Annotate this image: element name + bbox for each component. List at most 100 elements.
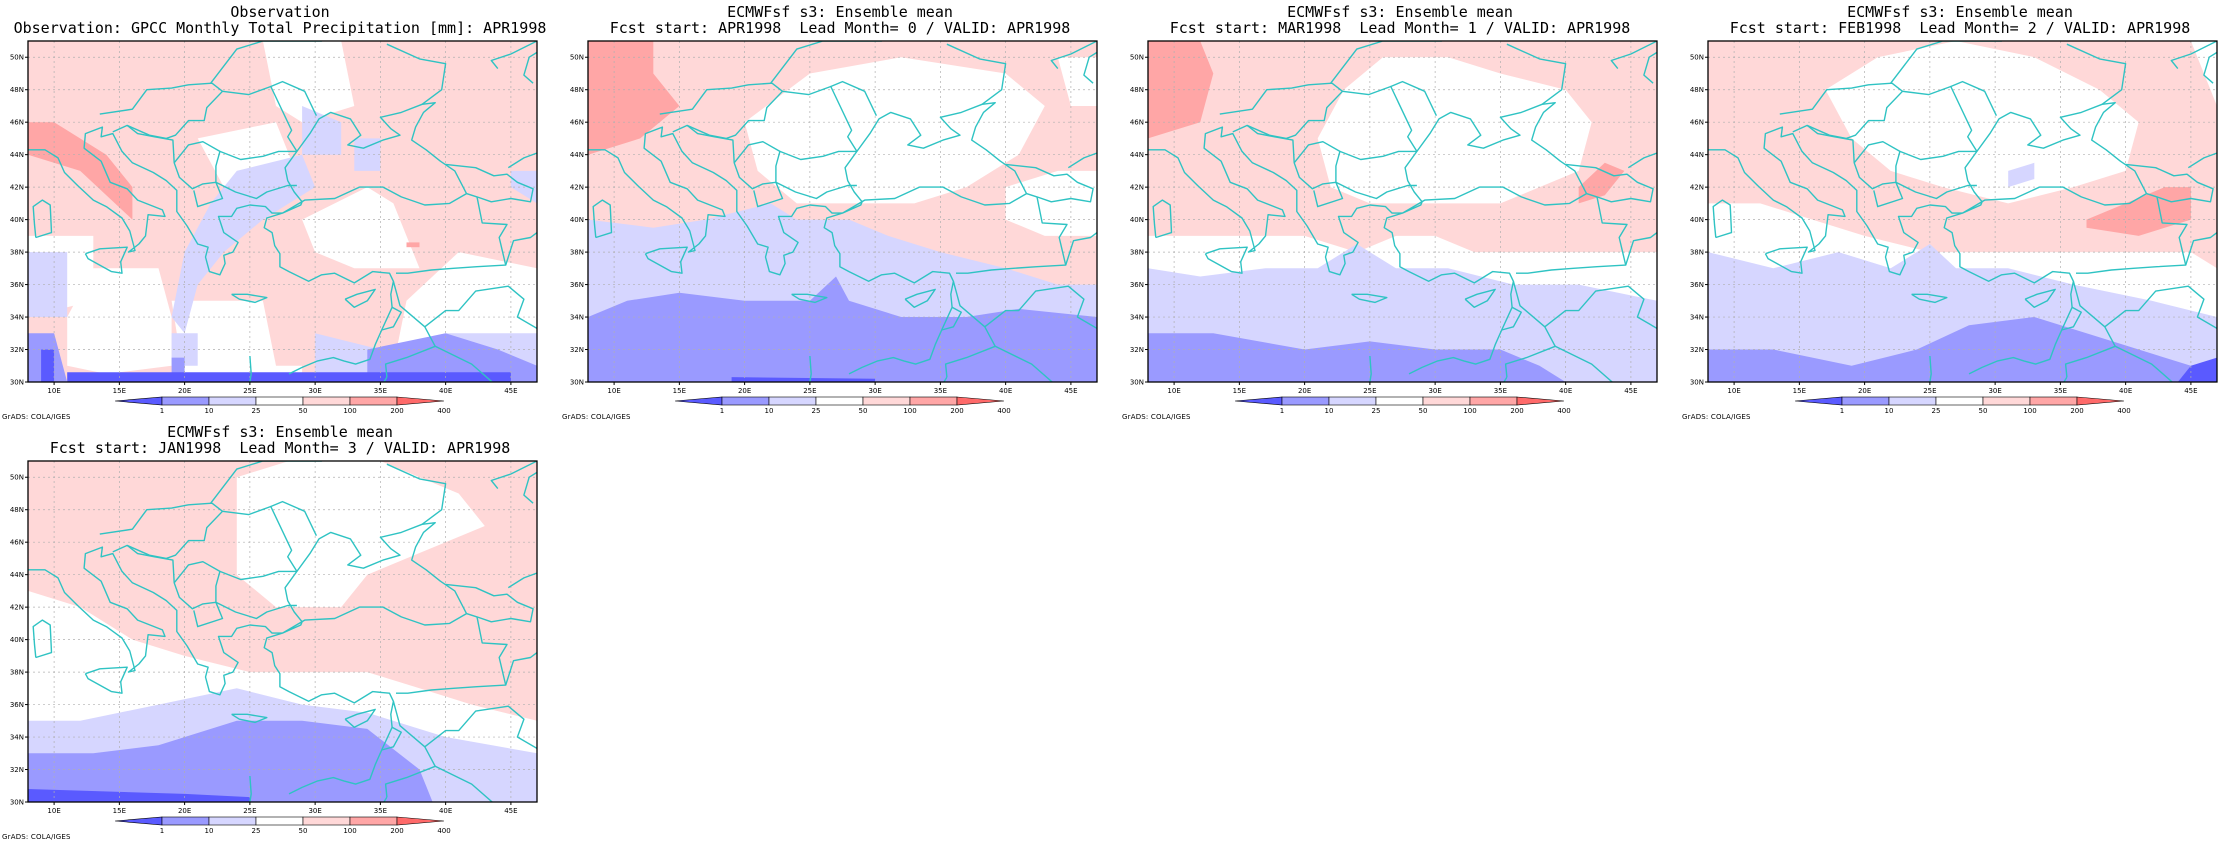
- coastline: [1065, 232, 1097, 266]
- coastline: [686, 124, 784, 208]
- y-tick-label: 40N: [10, 216, 24, 224]
- coastline: [946, 43, 1007, 105]
- coastline: [2064, 281, 2116, 378]
- y-tick-label: 30N: [570, 379, 584, 387]
- y-tick-label: 42N: [1130, 184, 1144, 192]
- coastline: [210, 41, 323, 84]
- coastline: [32, 199, 53, 239]
- colorbar-swatch: [909, 396, 958, 406]
- x-tick-label: 10E: [607, 387, 620, 395]
- shaded-region: [1578, 162, 1625, 204]
- y-tick-label: 50N: [10, 474, 24, 482]
- y-tick-label: 42N: [570, 184, 584, 192]
- coastline: [2024, 288, 2056, 308]
- y-tick-label: 38N: [1130, 249, 1144, 257]
- colorbar-label: 200: [950, 407, 963, 415]
- x-tick-label: 45E: [1624, 387, 1637, 395]
- coastline: [270, 500, 318, 537]
- coastline: [791, 293, 828, 304]
- colorbar-label: 400: [437, 407, 450, 415]
- y-tick-label: 44N: [10, 151, 24, 159]
- map-plot: 10E 15E 20E 25E 30E 35E 40E 45E 30N 32N 34N 36N 38N 4…: [1690, 40, 2218, 415]
- colorbar-label: 25: [1372, 407, 1381, 415]
- map-plot: 10E 15E 20E 25E 30E 35E 40E 45E 30N 32N 34N 36N 38N 4…: [1130, 40, 1658, 415]
- y-tick-label: 32N: [570, 346, 584, 354]
- colorbar-label: 200: [390, 407, 403, 415]
- y-tick-label: 44N: [1130, 151, 1144, 159]
- y-tick-label: 36N: [1690, 281, 1704, 289]
- coastline: [1369, 355, 1372, 382]
- shaded-region: [354, 138, 381, 171]
- grads-credit: GrADS: COLA/IGES: [2, 833, 71, 841]
- x-tick-label: 15E: [113, 807, 126, 815]
- y-tick-label: 40N: [10, 636, 24, 644]
- coastline: [84, 246, 128, 274]
- map-panel-2: ECMWFsf s3: Ensemble mean Fcst start: APR…: [560, 0, 1120, 421]
- y-tick-label: 46N: [10, 119, 24, 127]
- panel-title: ECMWFsf s3: Ensemble mean: [727, 3, 953, 21]
- coastline: [2066, 43, 2127, 105]
- coastline: [1339, 85, 1418, 161]
- colorbar-swatch: [114, 396, 163, 406]
- shaded-region: [731, 377, 876, 382]
- coastline: [1293, 140, 1341, 183]
- panel-subtitle: Fcst start: APR1998 Lead Month= 0 / VALI…: [609, 19, 1071, 37]
- colorbar-label: 25: [252, 407, 261, 415]
- coastline: [490, 461, 537, 490]
- colorbar-label: 100: [903, 407, 916, 415]
- panel-title: ECMWFsf s3: Ensemble mean: [167, 423, 393, 441]
- plot-frame: [27, 460, 538, 803]
- shaded-region: [367, 333, 537, 382]
- shaded-region: [1148, 333, 1566, 382]
- coastline: [386, 463, 447, 525]
- colorbar-swatch: [1281, 396, 1330, 406]
- y-tick-label: 46N: [570, 119, 584, 127]
- coastline: [1464, 288, 1496, 308]
- colorbar-label: 400: [1557, 407, 1570, 415]
- x-tick-label: 40E: [439, 387, 452, 395]
- colorbar-swatch: [255, 816, 304, 826]
- colorbar-swatch: [1234, 396, 1283, 406]
- coastline: [126, 124, 224, 208]
- colorbar-label: 10: [205, 407, 214, 415]
- x-tick-label: 45E: [2184, 387, 2197, 395]
- x-tick-label: 35E: [934, 387, 947, 395]
- plot-frame: [1707, 40, 2218, 383]
- y-tick-label: 44N: [1690, 151, 1704, 159]
- colorbar: 1 10 25 50 100 200 400: [114, 396, 451, 415]
- colorbar-label: 10: [1885, 407, 1894, 415]
- x-tick-label: 10E: [47, 387, 60, 395]
- y-tick-label: 40N: [570, 216, 584, 224]
- plot-frame: [1147, 40, 1658, 383]
- coastline: [1806, 124, 1904, 208]
- shaded-region: [171, 300, 303, 382]
- coastline: [210, 461, 323, 504]
- y-tick-label: 44N: [10, 571, 24, 579]
- colorbar-swatch: [956, 396, 1005, 406]
- colorbar-swatch: [114, 816, 163, 826]
- coastline: [904, 288, 936, 308]
- colorbar-swatch: [1982, 396, 2031, 406]
- coastline: [424, 285, 537, 330]
- coastline: [381, 726, 402, 751]
- shaded-region: [28, 789, 250, 802]
- colorbar-swatch: [815, 396, 864, 406]
- coastline: [344, 288, 376, 308]
- coastline: [1712, 199, 1733, 239]
- coastline: [1554, 345, 1614, 382]
- shaded-region: [171, 154, 316, 334]
- grads-credit: GrADS: COLA/IGES: [1122, 413, 1191, 421]
- coastline: [1083, 51, 1097, 84]
- x-tick-label: 40E: [2119, 387, 2132, 395]
- colorbar-label: 200: [2070, 407, 2083, 415]
- colorbar-label: 25: [812, 407, 821, 415]
- coastline: [1516, 196, 1628, 274]
- y-tick-label: 36N: [10, 281, 24, 289]
- y-tick-label: 30N: [1130, 379, 1144, 387]
- coastline: [173, 140, 221, 183]
- colorbar-swatch: [1794, 396, 1843, 406]
- y-tick-label: 46N: [1130, 119, 1144, 127]
- coastline: [270, 80, 318, 117]
- coastline: [1501, 306, 1522, 331]
- coastline: [1764, 246, 1808, 274]
